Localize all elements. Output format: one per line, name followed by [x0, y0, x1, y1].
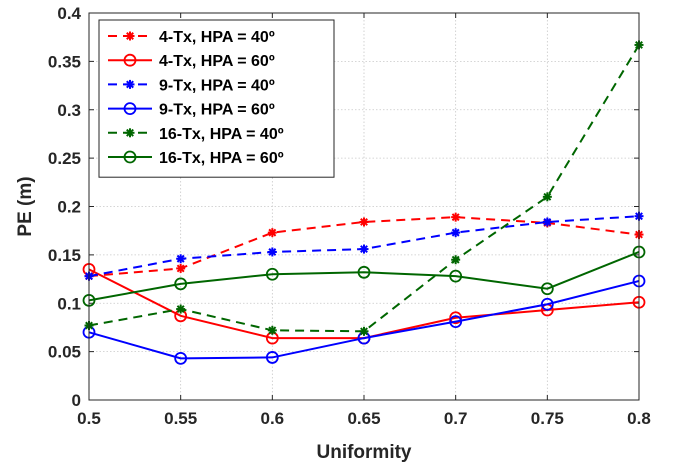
y-tick-label: 0.35	[48, 52, 81, 71]
axes-box	[88, 12, 640, 401]
legend-label: 9-Tx, HPA = 40º	[159, 77, 275, 94]
marker-stroke	[126, 128, 134, 137]
x-tick-label: 0.5	[77, 409, 101, 428]
legend-label: 16-Tx, HPA = 40º	[159, 126, 284, 143]
legend-item: 16-Tx, HPA = 40º	[108, 126, 284, 143]
data-point	[449, 269, 463, 283]
marker-stroke	[360, 327, 368, 336]
data-point	[265, 351, 279, 364]
x-tick-label: 0.7	[444, 409, 468, 428]
y-tick-label: 0.2	[57, 198, 81, 217]
legend-item: 9-Tx, HPA = 60º	[108, 102, 275, 119]
marker-stroke	[176, 264, 185, 273]
data-point	[174, 351, 188, 365]
data-point	[449, 311, 463, 325]
marker-stroke	[360, 245, 368, 254]
y-tick-label: 0.15	[48, 246, 81, 265]
marker-stroke	[268, 326, 277, 335]
data-point	[451, 212, 461, 222]
data-point	[174, 277, 188, 291]
x-axis-label: Uniformity	[317, 442, 412, 463]
series-line	[88, 280, 640, 360]
x-tick-label: 0.75	[531, 409, 564, 428]
data-point	[267, 325, 277, 335]
legend-label: 16-Tx, HPA = 60º	[159, 150, 284, 167]
y-tick-label: 0.25	[48, 149, 81, 168]
y-tick-label: 0.4	[57, 4, 81, 23]
data-point	[540, 282, 554, 296]
y-tick-label: 0.1	[57, 294, 81, 313]
legend-marker	[123, 53, 137, 67]
marker-stroke	[543, 218, 552, 226]
legend-marker	[123, 150, 137, 164]
y-tick-label: 0.05	[48, 343, 81, 362]
y-tick-label: 0	[72, 391, 81, 410]
series-line	[88, 251, 640, 302]
data-point	[359, 244, 369, 254]
series-3	[82, 274, 646, 365]
legend-item: 9-Tx, HPA = 40º	[108, 77, 275, 94]
marker-stroke	[451, 228, 460, 237]
legend-box	[98, 19, 335, 178]
data-point	[451, 228, 461, 238]
marker-stroke	[176, 254, 185, 263]
data-point	[267, 228, 277, 238]
data-point	[542, 192, 552, 202]
data-point	[451, 255, 461, 265]
x-tick-label: 0.65	[347, 409, 380, 428]
data-point	[540, 297, 554, 311]
data-point	[267, 247, 277, 257]
legend-marker	[125, 31, 135, 41]
y-axis-label: PE (m)	[15, 176, 36, 236]
marker-stroke	[451, 213, 460, 222]
legend-item: 16-Tx, HPA = 60º	[108, 150, 284, 167]
legend-label: 4-Tx, HPA = 40º	[159, 29, 275, 46]
legend-item: 4-Tx, HPA = 40º	[108, 29, 275, 46]
marker-stroke	[268, 228, 277, 237]
marker-stroke	[360, 218, 368, 226]
data-point	[357, 265, 371, 279]
marker-stroke	[451, 255, 460, 264]
marker-stroke	[176, 305, 185, 314]
data-point	[359, 217, 369, 227]
data-point	[542, 217, 552, 227]
legend-marker	[125, 128, 135, 138]
legend-item: 4-Tx, HPA = 60º	[108, 53, 275, 70]
legend-marker	[123, 102, 137, 115]
marker-stroke	[268, 248, 277, 256]
x-tick-label: 0.8	[627, 409, 651, 428]
ticks: 0.5 0.55 0.6 0.65 0.7 0.75 0.8 0 0.05 0.1 0.15 0.2 0…	[48, 4, 651, 428]
data-point	[359, 326, 369, 336]
data-point	[176, 304, 186, 314]
legend-label: 4-Tx, HPA = 60º	[159, 53, 275, 70]
data-point	[449, 315, 463, 329]
legend-marker	[125, 79, 135, 89]
marker-stroke	[126, 80, 134, 89]
marker-stroke	[126, 32, 134, 40]
x-tick-label: 0.6	[261, 409, 285, 428]
data-point	[176, 254, 186, 264]
legend-label: 9-Tx, HPA = 60º	[159, 102, 275, 119]
y-tick-label: 0.3	[57, 101, 81, 120]
data-point	[176, 263, 186, 273]
x-tick-label: 0.55	[164, 409, 197, 428]
legend: 4-Tx, HPA = 40º 4-Tx, HPA = 60º 9-Tx, HPA …	[98, 19, 335, 178]
data-point	[265, 267, 279, 281]
marker-stroke	[543, 192, 552, 201]
